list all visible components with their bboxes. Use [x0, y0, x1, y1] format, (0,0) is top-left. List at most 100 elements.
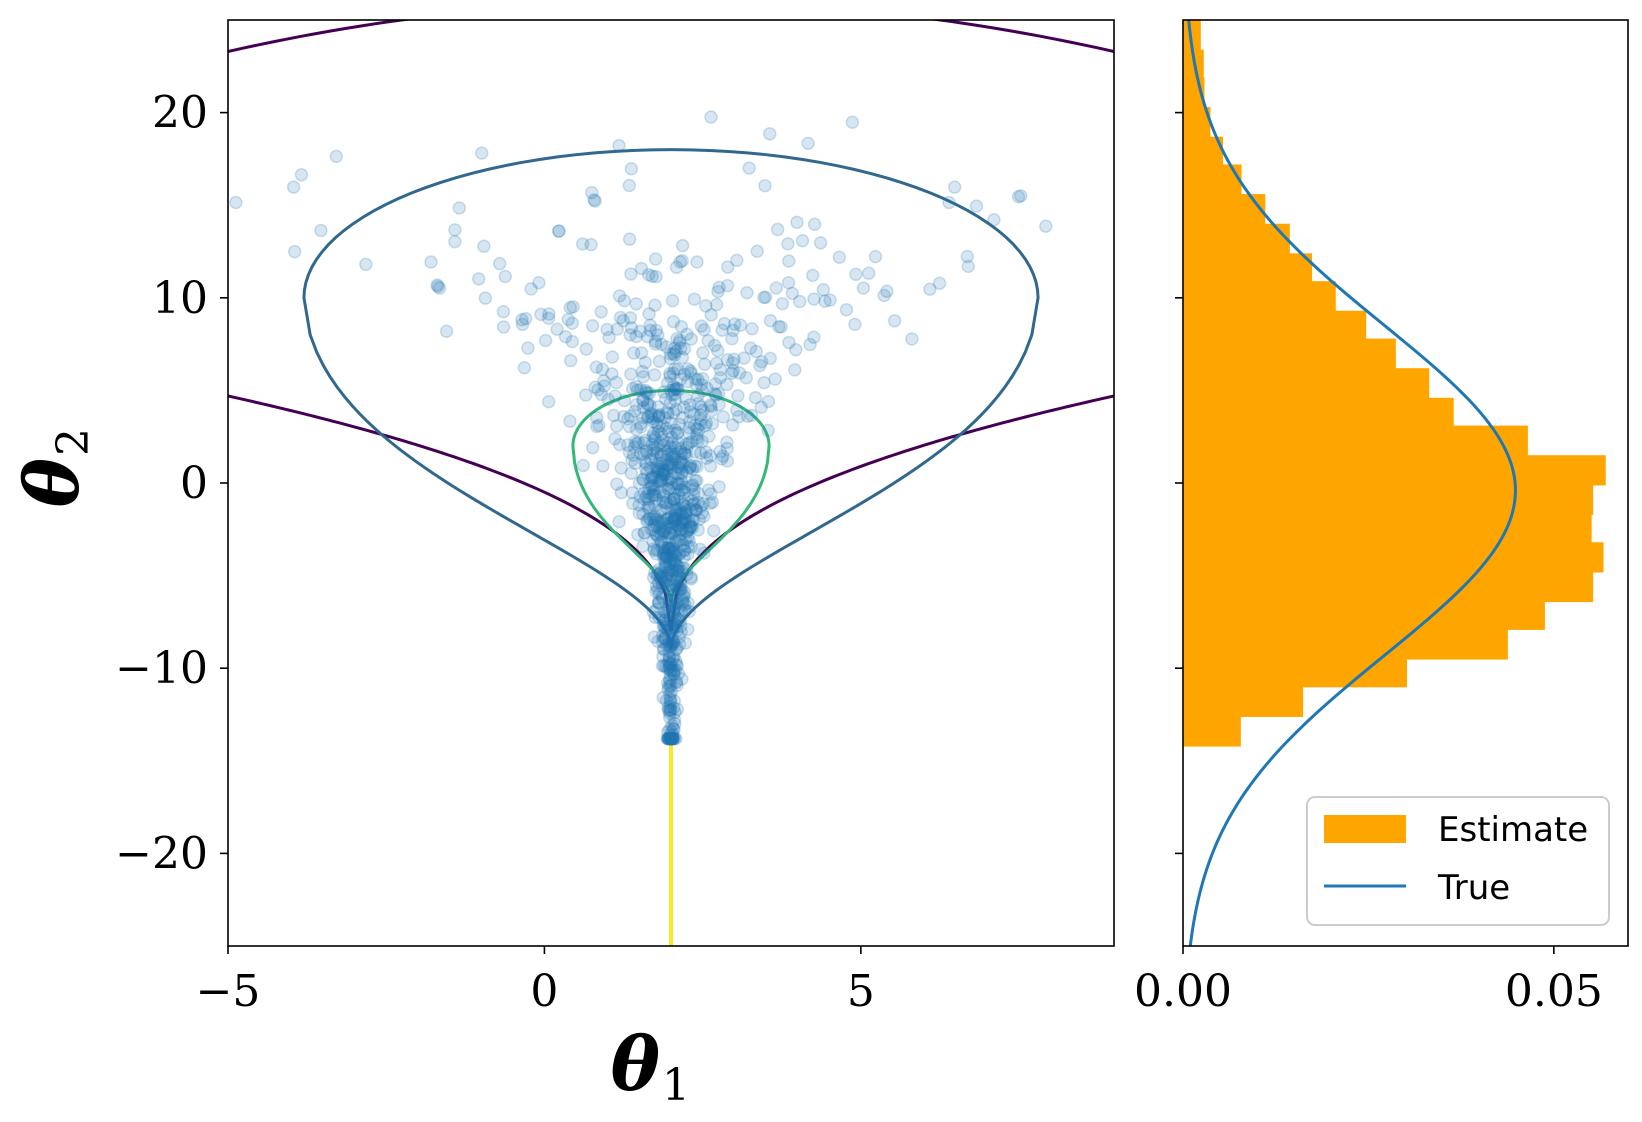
- scatter-point: [675, 411, 690, 425]
- scatter-point: [662, 672, 677, 687]
- scatter-point: [668, 705, 682, 720]
- scatter-point: [645, 269, 660, 284]
- scatter-point: [671, 666, 686, 681]
- scatter-point: [667, 382, 681, 397]
- scatter-point: [667, 602, 682, 616]
- scatter-point: [656, 568, 671, 583]
- scatter-point: [678, 636, 692, 650]
- scatter-point: [648, 610, 663, 625]
- scatter-point: [626, 448, 641, 463]
- scatter-point: [674, 372, 688, 387]
- scatter-point: [683, 458, 698, 473]
- scatter-point: [496, 304, 511, 319]
- scatter-point: [563, 414, 577, 428]
- scatter-point: [669, 557, 683, 572]
- scatter-point: [643, 512, 658, 526]
- scatter-point: [703, 496, 717, 511]
- scatter-point: [681, 539, 695, 554]
- scatter-point: [661, 607, 675, 622]
- scatter-point: [652, 456, 666, 470]
- scatter-point: [653, 475, 668, 489]
- scatter-point: [656, 488, 670, 503]
- scatter-point: [668, 663, 683, 677]
- scatter-point: [660, 340, 674, 354]
- scatter-point: [657, 524, 672, 539]
- scatter-point: [640, 329, 655, 344]
- scatter-point: [672, 519, 686, 534]
- scatter-point: [668, 547, 683, 562]
- scatter-point: [684, 540, 699, 554]
- scatter-point: [623, 409, 638, 423]
- scatter-point: [632, 498, 646, 512]
- scatter-point: [432, 281, 447, 295]
- scatter-point: [605, 367, 619, 381]
- scatter-point: [667, 511, 682, 526]
- scatter-point: [643, 461, 658, 475]
- scatter-point: [665, 632, 680, 646]
- scatter-point: [671, 568, 685, 583]
- scatter-point: [595, 362, 610, 377]
- scatter-point: [591, 383, 605, 397]
- scatter-point: [684, 570, 698, 585]
- scatter-point: [448, 234, 462, 249]
- scatter-point: [659, 659, 673, 674]
- scatter-point: [678, 446, 692, 461]
- scatter-point: [657, 574, 671, 589]
- scatter-point: [622, 178, 637, 193]
- scatter-point: [602, 330, 616, 345]
- scatter-point: [669, 562, 684, 576]
- scatter-point: [671, 564, 685, 578]
- scatter-point: [704, 487, 718, 501]
- scatter-point: [558, 329, 573, 344]
- scatter-point: [658, 605, 673, 619]
- scatter-point: [597, 374, 611, 388]
- scatter-point: [229, 195, 243, 210]
- scatter-point: [663, 640, 677, 654]
- scatter-point: [659, 464, 673, 478]
- scatter-point: [663, 369, 677, 384]
- scatter-point: [677, 511, 691, 526]
- scatter-point: [706, 524, 721, 538]
- scatter-point: [645, 469, 659, 484]
- scatter-point: [655, 466, 670, 481]
- scatter-point: [670, 426, 684, 441]
- scatter-point: [818, 294, 832, 308]
- scatter-point: [665, 663, 680, 677]
- scatter-point: [608, 389, 622, 403]
- scatter-point: [763, 314, 778, 328]
- scatter-point: [670, 658, 685, 673]
- scatter-point: [664, 520, 679, 535]
- scatter-point: [669, 578, 683, 592]
- scatter-point: [781, 237, 795, 251]
- scatter-point: [673, 523, 688, 538]
- scatter-point: [641, 409, 656, 424]
- scatter-point: [634, 346, 649, 360]
- scatter-point: [648, 470, 663, 484]
- scatter-point: [646, 415, 660, 429]
- scatter-point: [651, 474, 665, 488]
- scatter-point: [678, 513, 693, 527]
- scatter-point: [658, 557, 672, 571]
- scatter-point: [684, 332, 698, 346]
- scatter-point: [663, 704, 678, 719]
- scatter-point: [677, 550, 691, 564]
- scatter-point: [711, 387, 726, 401]
- scatter-point: [664, 725, 679, 739]
- scatter-point: [471, 272, 486, 286]
- scatter-point: [662, 660, 677, 674]
- scatter-point: [675, 477, 690, 491]
- scatter-point: [617, 409, 631, 424]
- scatter-point: [665, 731, 680, 746]
- scatter-point: [801, 136, 815, 151]
- scatter-point: [748, 390, 763, 405]
- scatter-point: [640, 398, 655, 412]
- scatter-point: [606, 408, 621, 423]
- scatter-point: [613, 310, 628, 325]
- scatter-point: [678, 602, 692, 617]
- scatter-point: [648, 334, 663, 349]
- scatter-point: [711, 284, 725, 299]
- scatter-point: [663, 526, 678, 540]
- scatter-point: [651, 595, 666, 609]
- scatter-point: [669, 381, 683, 395]
- scatter-point: [636, 393, 650, 407]
